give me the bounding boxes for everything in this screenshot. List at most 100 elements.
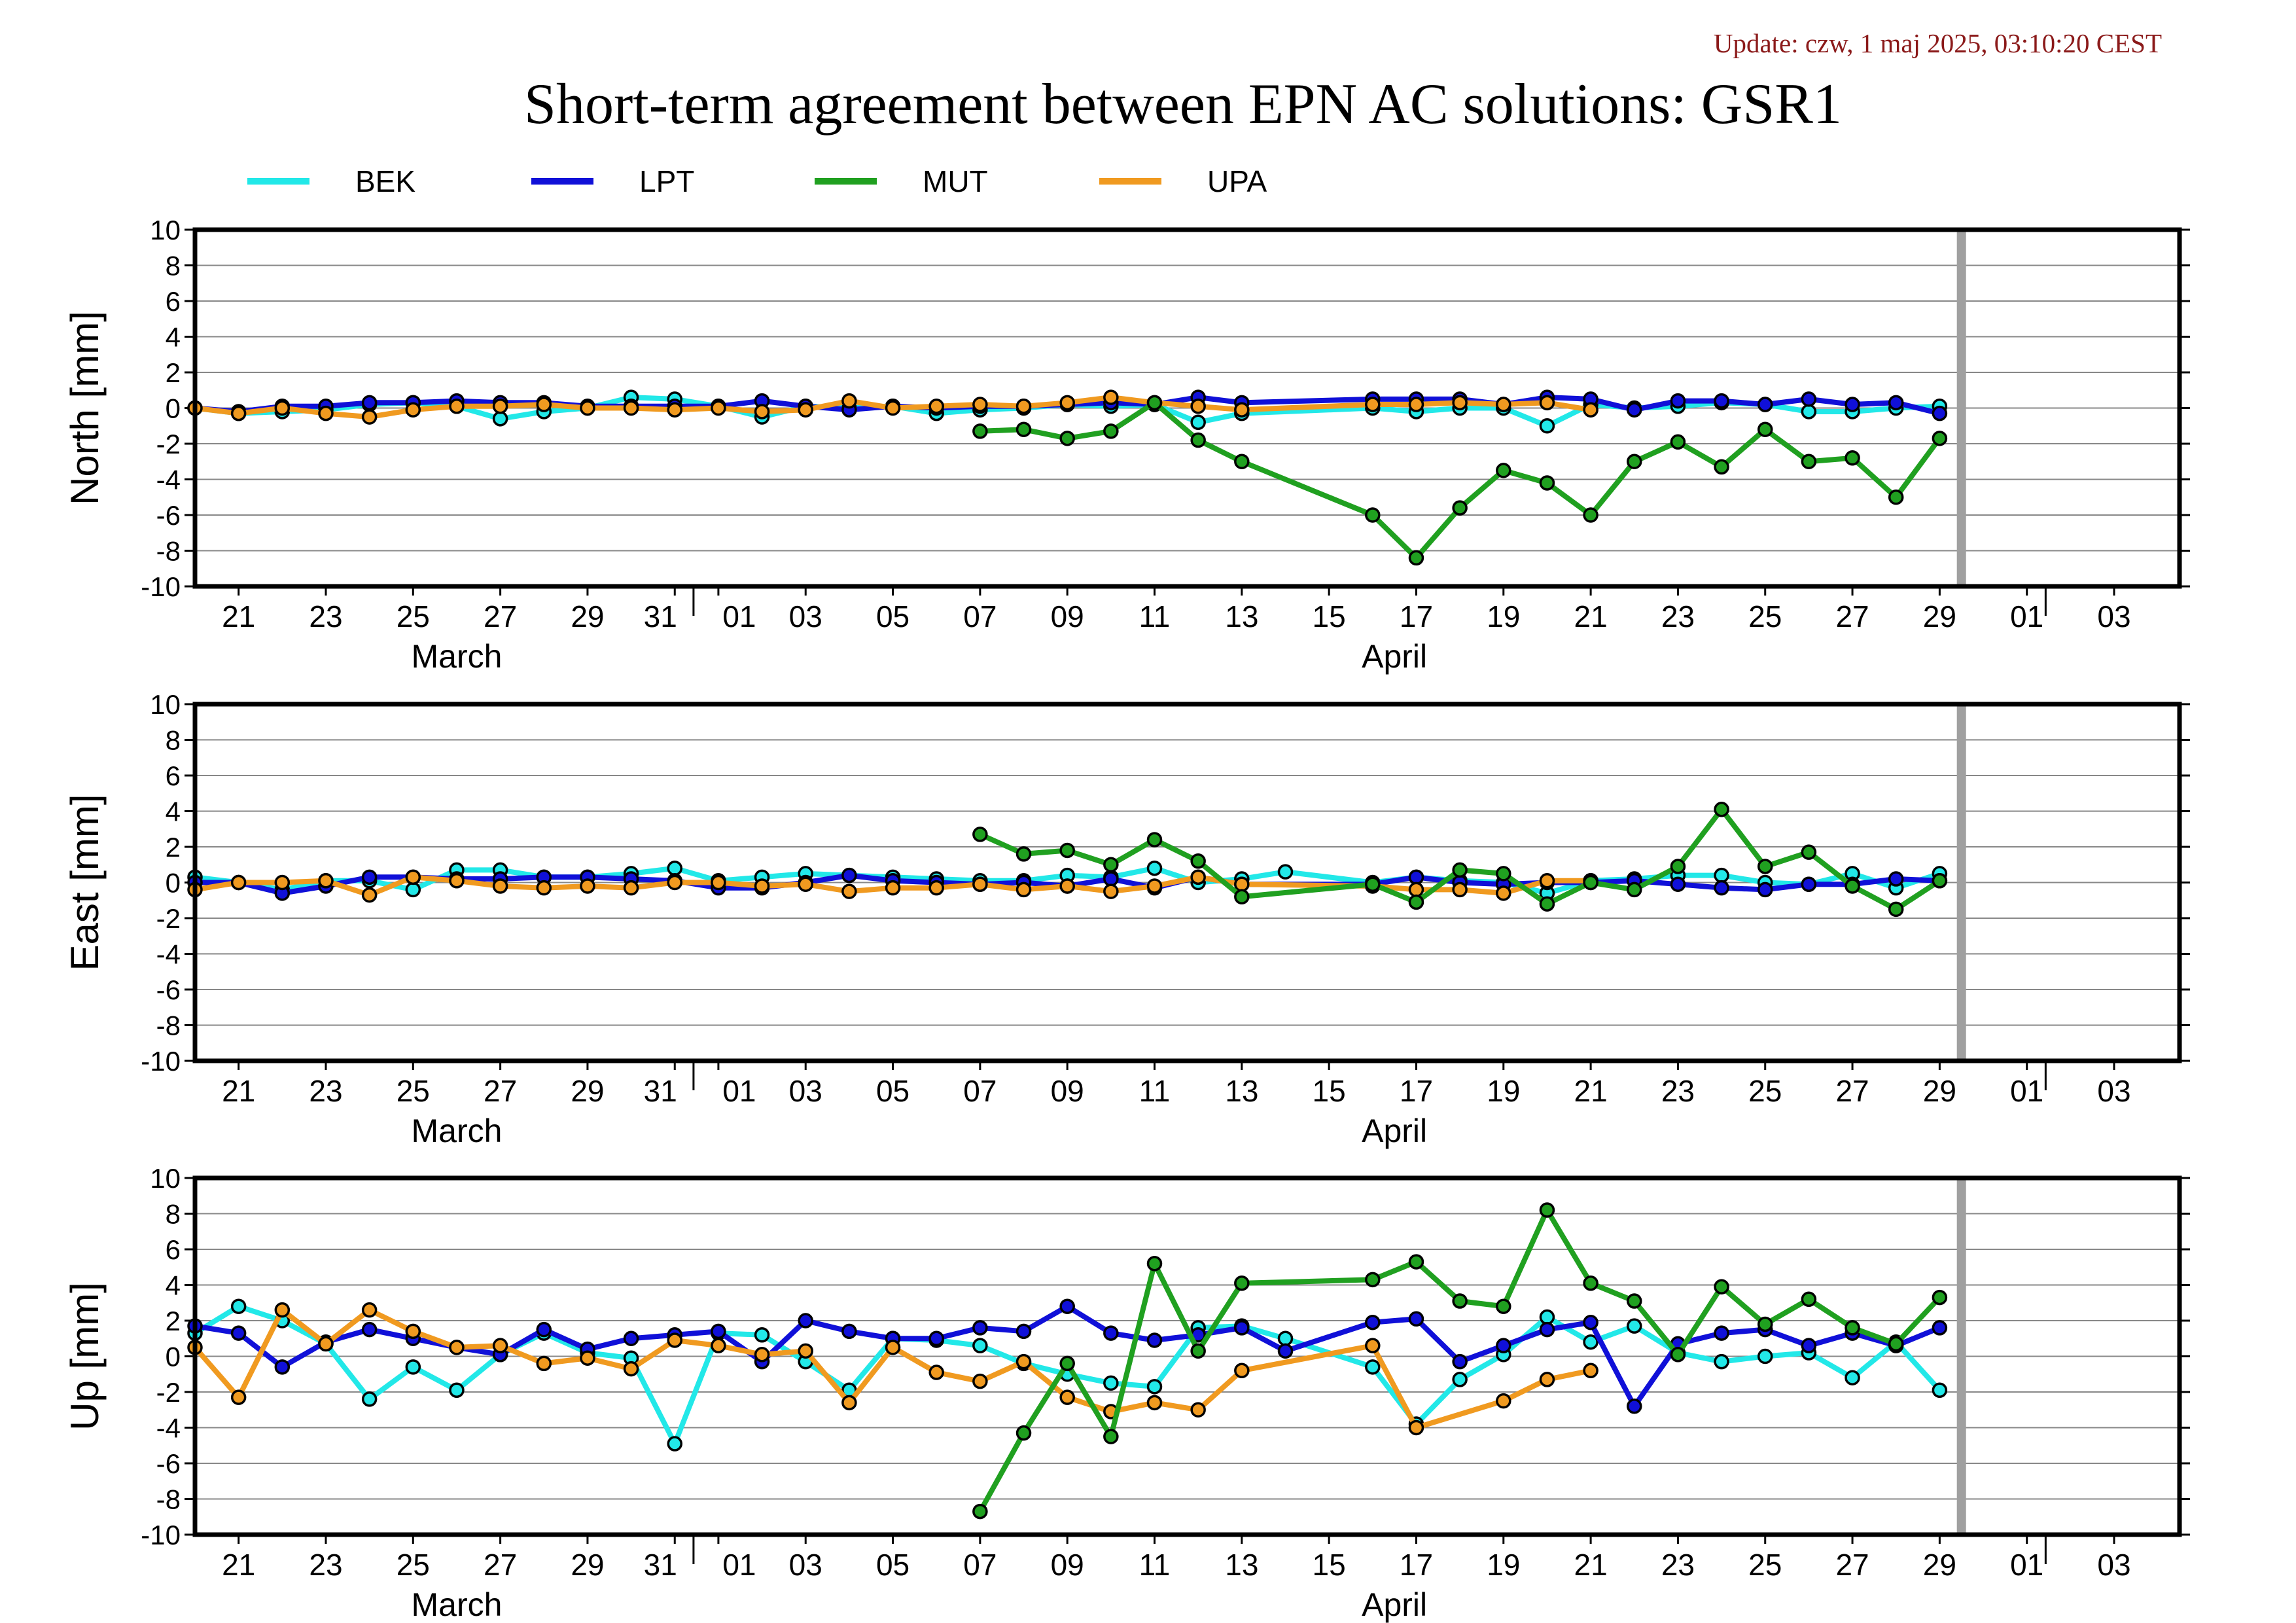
panel-north: 10 8 6 4 2 0 -2 -4 -6 -8 -10 21 23 25 27 29 31 01 03 05 07 09… — [63, 215, 2190, 675]
data-point-mut — [1757, 859, 1773, 874]
data-point-mut — [1016, 846, 1032, 862]
data-point-mut — [1365, 1272, 1381, 1288]
data-point-mut — [1190, 432, 1206, 448]
x-tick-label-east: 05 — [876, 1074, 910, 1108]
data-point-bek — [972, 1338, 988, 1353]
data-point-upa — [1234, 1363, 1250, 1379]
data-point-upa — [580, 1350, 595, 1366]
data-point-bek — [1714, 1353, 1729, 1370]
data-point-upa — [361, 409, 378, 425]
data-point-upa — [1146, 878, 1163, 894]
y-tick-label-up: 6 — [166, 1234, 181, 1265]
data-point-upa — [536, 1355, 552, 1372]
data-point-lpt — [1888, 871, 1904, 887]
data-point-bek — [1190, 414, 1206, 431]
y-tick-label-up: -10 — [141, 1520, 181, 1550]
data-point-mut — [1801, 454, 1817, 469]
data-point-bek — [667, 860, 683, 876]
y-tick-label-north: 0 — [166, 393, 181, 424]
x-tick-label-up: 05 — [876, 1548, 910, 1582]
data-point-upa — [1539, 873, 1555, 889]
data-point-mut — [1757, 1316, 1773, 1332]
data-point-upa — [623, 880, 639, 896]
data-point-upa — [754, 404, 770, 419]
x-tick-label-up: 27 — [484, 1548, 517, 1582]
data-point-upa — [230, 1389, 247, 1405]
data-point-lpt — [1801, 391, 1817, 407]
data-point-mut — [1845, 450, 1860, 466]
data-point-mut — [1452, 862, 1468, 878]
month-label-north: April — [1362, 638, 1427, 675]
data-point-mut — [1452, 500, 1468, 516]
data-point-upa — [798, 402, 813, 418]
data-point-upa — [492, 399, 508, 414]
data-point-mut — [1583, 874, 1598, 891]
data-point-bek — [667, 1436, 683, 1452]
data-point-mut — [1059, 1355, 1075, 1372]
data-point-upa — [580, 878, 595, 894]
series-line-bek — [193, 1304, 1942, 1446]
data-point-mut — [1365, 507, 1381, 523]
series-upa-up — [187, 1302, 1598, 1436]
data-point-upa — [449, 873, 465, 889]
data-point-upa — [711, 400, 726, 416]
data-point-upa — [1365, 397, 1381, 412]
data-point-bek — [1452, 1372, 1468, 1387]
x-tick-label-east: 29 — [571, 1074, 604, 1108]
data-point-upa — [1408, 397, 1424, 412]
data-point-upa — [623, 1361, 639, 1377]
data-point-mut — [1496, 866, 1511, 882]
x-tick-label-east: 19 — [1487, 1074, 1520, 1108]
x-tick-label-east: 29 — [1923, 1074, 1956, 1108]
x-tick-label-north: 13 — [1225, 599, 1258, 633]
data-point-lpt — [1496, 1338, 1511, 1353]
y-tick-label-east: 0 — [166, 868, 181, 899]
data-point-upa — [711, 1338, 726, 1353]
data-point-upa — [841, 393, 857, 409]
data-point-mut — [1932, 431, 1948, 446]
x-tick-label-up: 11 — [1139, 1548, 1171, 1582]
legend-item-mut: MUT — [815, 164, 988, 198]
data-point-bek — [492, 411, 508, 427]
legend-label-mut: MUT — [923, 164, 988, 198]
month-label-up: April — [1362, 1586, 1427, 1623]
legend: BEK LPT MUT UPA — [247, 164, 1267, 198]
data-point-bek — [1103, 1375, 1119, 1391]
data-point-upa — [1539, 395, 1555, 411]
x-tick-label-east: 07 — [963, 1074, 997, 1108]
x-tick-label-up: 15 — [1313, 1548, 1346, 1582]
x-tick-label-east: 27 — [484, 1074, 517, 1108]
data-point-mut — [1888, 901, 1904, 918]
y-tick-label-north: 8 — [166, 251, 181, 281]
data-point-lpt — [1539, 1321, 1555, 1338]
data-point-bek — [1932, 1382, 1948, 1399]
data-point-upa — [274, 874, 291, 891]
data-point-upa — [1059, 395, 1075, 411]
y-tick-label-north: 4 — [166, 322, 181, 353]
y-tick-label-north: 2 — [166, 357, 181, 388]
data-point-upa — [1103, 883, 1119, 899]
data-point-lpt — [1714, 1325, 1729, 1341]
x-tick-label-up: 21 — [1574, 1548, 1608, 1582]
x-tick-label-north: 07 — [963, 599, 997, 633]
data-point-upa — [536, 397, 552, 412]
y-tick-label-east: -2 — [156, 903, 181, 934]
x-tick-label-north: 19 — [1487, 599, 1520, 633]
data-point-bek — [1845, 1370, 1860, 1385]
data-point-lpt — [1016, 1323, 1032, 1340]
data-point-lpt — [1801, 876, 1817, 892]
y-tick-label-north: -10 — [141, 571, 181, 602]
data-point-upa — [318, 1336, 334, 1352]
x-tick-label-north: 21 — [1574, 599, 1608, 633]
data-point-mut — [1670, 859, 1686, 874]
data-point-lpt — [1888, 395, 1904, 411]
data-point-lpt — [1932, 405, 1948, 421]
data-point-upa — [580, 400, 595, 416]
y-tick-label-north: 10 — [150, 215, 181, 245]
data-point-lpt — [1714, 393, 1729, 409]
x-tick-label-up: 25 — [397, 1548, 430, 1582]
data-point-mut — [1234, 1275, 1250, 1291]
x-tick-label-east: 01 — [2010, 1074, 2043, 1108]
data-point-mut — [1103, 423, 1119, 439]
x-tick-label-north: 27 — [484, 599, 517, 633]
